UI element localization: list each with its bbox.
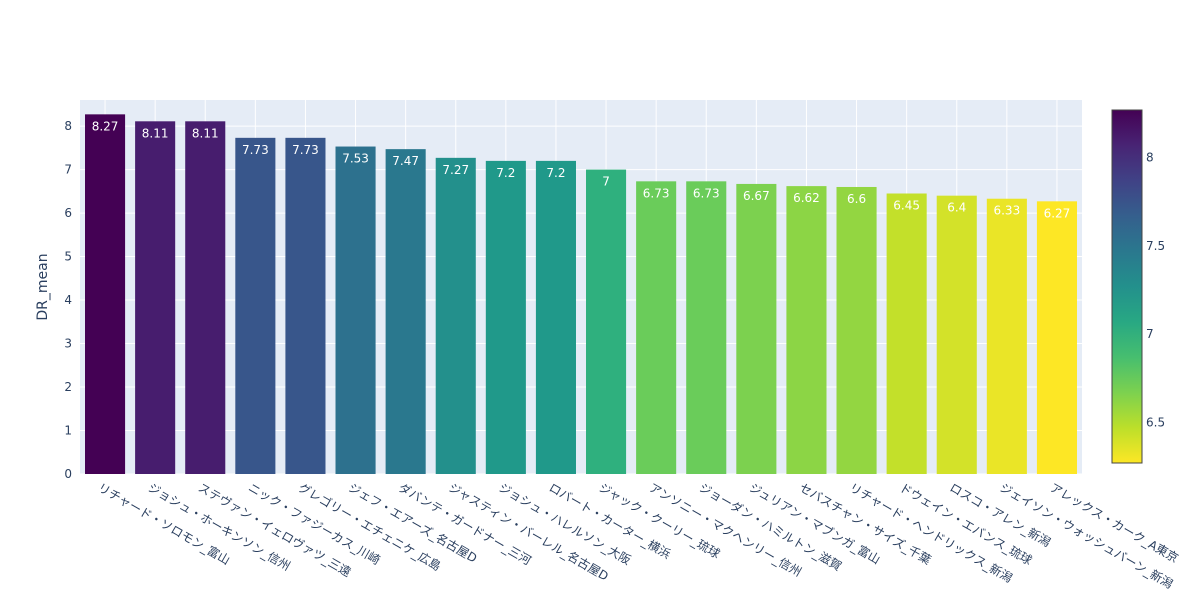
bar-value-label: 8.11 (142, 126, 169, 140)
colorbar-tick-label: 6.5 (1146, 415, 1165, 429)
bar[interactable] (185, 121, 226, 475)
bar[interactable] (135, 121, 176, 475)
bar[interactable] (435, 157, 476, 474)
y-tick-label: 3 (64, 337, 72, 351)
bar[interactable] (936, 195, 977, 474)
bar-value-label: 6.6 (847, 192, 866, 206)
colorbar-tick-label: 7 (1146, 327, 1154, 341)
y-tick-label: 4 (64, 293, 72, 307)
bar[interactable] (485, 160, 526, 474)
bar-value-label: 6.27 (1044, 206, 1071, 220)
bar[interactable] (235, 137, 276, 474)
y-tick-label: 0 (64, 467, 72, 481)
colorbar-ticks: 6.5 7 7.5 8 (1146, 151, 1165, 430)
bars (85, 114, 1077, 475)
bar[interactable] (85, 114, 126, 474)
bar[interactable] (986, 198, 1027, 474)
bar-value-label: 6.33 (993, 204, 1020, 218)
bar-value-label: 7 (602, 175, 610, 189)
colorbar-tick-label: 8 (1146, 151, 1154, 165)
bar-value-label: 8.11 (192, 126, 219, 140)
bar-value-label: 7.2 (546, 166, 565, 180)
bar-value-label: 7.47 (392, 154, 419, 168)
y-tick-label: 7 (64, 163, 72, 177)
y-tick-label: 8 (64, 119, 72, 133)
bar-value-label: 7.73 (242, 143, 269, 157)
bar[interactable] (1036, 201, 1077, 474)
y-tick-label: 2 (64, 380, 72, 394)
bar-value-label: 6.45 (893, 199, 920, 213)
bar-value-label: 7.73 (292, 143, 319, 157)
plot-area (80, 100, 1082, 474)
bar[interactable] (786, 186, 827, 474)
colorbar (1111, 109, 1143, 464)
bar[interactable] (636, 181, 677, 475)
bar-value-label: 6.73 (643, 186, 670, 200)
bar[interactable] (335, 146, 376, 474)
y-tick-label: 1 (64, 424, 72, 438)
bar-value-label: 6.67 (743, 189, 770, 203)
x-axis-category-labels: リチャード・ソロモン_富山ジョシュ・ホーキンソン_信州ステヴァン・イェロヴァツ_… (96, 480, 1181, 592)
y-tick-label: 5 (64, 250, 72, 264)
bar[interactable] (836, 186, 877, 474)
bar[interactable] (535, 160, 576, 474)
bar[interactable] (736, 183, 777, 474)
bar-value-label: 6.62 (793, 191, 820, 205)
bar-value-labels: 8.27 8.11 8.117.73 7.737.53 7.477.27 7.2 7.276… (92, 119, 1071, 220)
bar-value-label: 7.27 (442, 163, 469, 177)
bar-value-label: 7.53 (342, 152, 369, 166)
bar-value-label: 6.73 (693, 186, 720, 200)
bar[interactable] (385, 149, 426, 475)
bar[interactable] (686, 181, 727, 475)
bar[interactable] (586, 169, 627, 474)
bar[interactable] (285, 137, 326, 474)
y-tick-label: 6 (64, 206, 72, 220)
bar-value-label: 8.27 (92, 119, 119, 133)
colorbar-tick-label: 7.5 (1146, 239, 1165, 253)
y-axis-title: DR_mean (35, 253, 51, 320)
bar[interactable] (886, 193, 927, 475)
bar-value-label: 6.4 (947, 201, 966, 215)
bar-value-label: 7.2 (496, 166, 515, 180)
y-axis-ticks: 0 1 2 3 4 5 6 7 8 (64, 119, 72, 481)
